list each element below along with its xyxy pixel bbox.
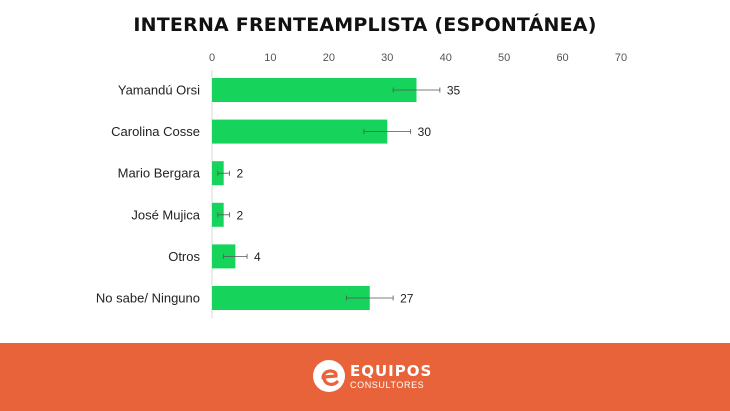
data-label: 4: [254, 250, 261, 264]
bar: [212, 286, 370, 310]
data-label: 30: [418, 125, 432, 139]
category-label: Otros: [168, 249, 200, 264]
equipos-logo-icon: [313, 360, 345, 392]
footer-banner: EQUIPOS CONSULTORES: [0, 343, 730, 411]
chart-title: INTERNA FRENTEAMPLISTA (ESPONTÁNEA): [133, 14, 597, 36]
category-label: Mario Bergara: [118, 166, 201, 181]
logo-subtitle: CONSULTORES: [350, 380, 425, 390]
bar: [212, 78, 417, 102]
x-tick-label: 30: [381, 52, 393, 64]
x-tick-label: 50: [498, 52, 510, 64]
data-label: 2: [237, 208, 244, 222]
category-label: Yamandú Orsi: [118, 83, 200, 98]
bar: [212, 119, 388, 144]
logo-title: EQUIPOS: [350, 362, 433, 380]
category-label: Carolina Cosse: [111, 124, 200, 139]
data-label: 2: [237, 167, 244, 181]
category-label: José Mujica: [131, 207, 200, 222]
x-tick-label: 60: [556, 52, 568, 64]
category-label: No sabe/ Ninguno: [96, 291, 200, 306]
x-tick-label: 70: [615, 52, 627, 64]
x-tick-label: 20: [323, 52, 335, 64]
bar-chart: 0 10 20 30 40 50 60 70 Yamandú Orsi 35 Carolina Co…: [96, 52, 627, 318]
x-tick-label: 10: [264, 52, 276, 64]
data-label: 35: [447, 84, 461, 98]
data-label: 27: [400, 292, 414, 306]
x-tick-label: 0: [209, 52, 215, 64]
x-tick-label: 40: [440, 52, 452, 64]
